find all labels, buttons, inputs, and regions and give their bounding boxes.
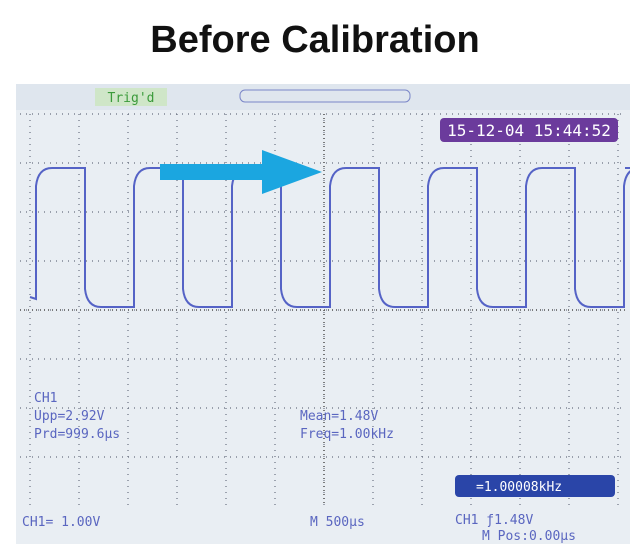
status: Trig'd: [108, 91, 155, 106]
upp: Upp=2.92V: [34, 409, 105, 424]
arrow-head: [262, 150, 322, 194]
grid: [20, 113, 625, 505]
waveform: [29, 167, 630, 308]
status-box: [95, 88, 167, 106]
counter-box: [455, 475, 615, 497]
freq: Freq=1.00kHz: [300, 427, 394, 442]
mean: Mean=1.48V: [300, 409, 378, 424]
memory-bar: [239, 89, 411, 103]
screen: [16, 84, 630, 544]
channel: CH1: [34, 391, 57, 406]
timebase: M 500μs: [310, 515, 365, 530]
trigger: CH1 ƒ1.48V: [455, 513, 533, 528]
timestamp-box: [440, 118, 618, 142]
title: Before Calibration: [150, 19, 479, 61]
scale: CH1= 1.00V: [22, 515, 100, 530]
timestamp: 15-12-04 15:44:52: [447, 121, 611, 140]
prd: Prd=999.6μs: [34, 427, 120, 442]
position: M Pos:0.00μs: [482, 529, 576, 544]
counter: =1.00008kHz: [476, 480, 562, 495]
